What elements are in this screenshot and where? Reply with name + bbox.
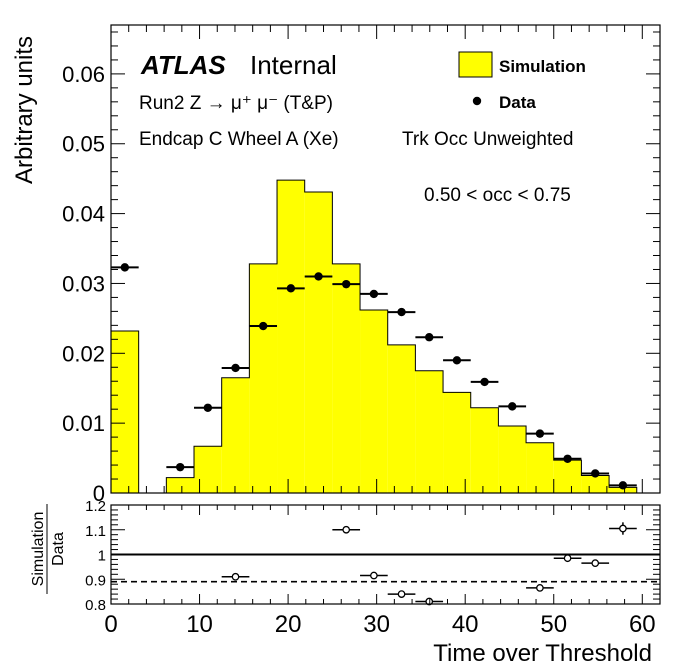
ratio-plot-frame: [110, 504, 661, 605]
ratio-point: [370, 571, 378, 580]
ratio-point: [397, 590, 406, 598]
x-tick-label: 10: [186, 611, 213, 638]
ratio-y-tick-label: 0.8: [85, 597, 106, 614]
data-point: [618, 481, 628, 490]
ratio-point: [591, 559, 600, 568]
x-tick-label: 40: [452, 611, 479, 638]
ratio-y-tick-label: 1.2: [85, 498, 106, 515]
main-panel: 0 0.01 0.02 0.03 0.04 0.05 0.06 Arbitrary unit…: [11, 24, 661, 506]
y-tick-label: 0.06: [62, 62, 105, 87]
main-plot-frame: [110, 24, 661, 494]
data-point: [120, 263, 130, 272]
y-tick-label: 0.04: [62, 202, 105, 227]
y-tick-label: 0.05: [62, 132, 105, 157]
legend-data-label: Data: [499, 93, 536, 112]
x-tick-label: 60: [629, 611, 656, 638]
data-point: [286, 284, 296, 293]
region-label: Endcap C Wheel A (Xe): [139, 129, 339, 150]
ratio-y-tick-label: 1.1: [85, 523, 106, 540]
simulation-bar: [111, 330, 139, 493]
x-axis-label: Time over Threshold: [433, 640, 652, 667]
simulation-bar: [609, 487, 637, 493]
ratio-panel: 0.8 0.9 1 1.1 1.2 0 10 20 30 40 50 60 Simulation Da…: [30, 498, 661, 667]
ratio-points: [221, 522, 637, 606]
internal-label: Internal: [250, 50, 337, 80]
simulation-histogram: [110, 179, 638, 494]
process-label: Run2 Z → μ⁺ μ⁻ (T&P): [139, 93, 333, 114]
data-point: [425, 333, 434, 342]
data-point: [452, 356, 462, 365]
simulation-bar: [332, 263, 361, 493]
simulation-bar: [387, 344, 416, 493]
simulation-bar: [415, 370, 444, 493]
data-point: [258, 321, 268, 331]
simulation-bar: [443, 392, 471, 493]
ratio-point: [425, 597, 434, 606]
legend-simulation-label: Simulation: [499, 57, 586, 76]
y-tick-label: 0: [93, 481, 105, 506]
x-tick-label: 20: [275, 611, 302, 638]
simulation-bar: [526, 442, 554, 493]
legend-data-marker: [472, 96, 482, 106]
ratio-point: [231, 572, 240, 581]
data-point: [369, 289, 379, 299]
data-point: [535, 429, 545, 438]
ratio-axes: 0.8 0.9 1 1.1 1.2 0 10 20 30 40 50 60: [85, 498, 661, 638]
y-tick-label: 0.02: [62, 341, 105, 366]
x-tick-label: 50: [540, 611, 567, 638]
x-tick-label: 0: [104, 611, 117, 638]
simulation-bar: [249, 263, 278, 493]
data-point: [508, 402, 517, 411]
y-tick-label: 0.01: [62, 411, 105, 436]
weighting-label: Trk Occ Unweighted: [402, 129, 573, 150]
data-points: [111, 263, 637, 490]
simulation-bar: [166, 477, 195, 493]
ratio-point: [342, 525, 351, 534]
ratio-point: [536, 584, 544, 592]
data-point: [175, 462, 185, 472]
simulation-bar: [360, 309, 388, 493]
simulation-bar: [304, 191, 333, 493]
ratio-ylabel-numerator: Simulation: [30, 512, 47, 587]
data-point: [397, 307, 406, 317]
data-point: [314, 272, 323, 281]
occ-range-label: 0.50 < occ < 0.75: [424, 185, 571, 206]
legend: Simulation Data: [458, 51, 586, 112]
y-tick-label: 0.03: [62, 271, 105, 296]
ratio-y-tick-label: 1: [98, 548, 106, 565]
simulation-bar: [194, 446, 222, 493]
data-point: [563, 454, 572, 463]
y-axis-label: Arbitrary units: [11, 36, 38, 184]
ratio-point: [563, 554, 572, 563]
simulation-bar: [221, 377, 250, 493]
simulation-bar: [581, 475, 610, 493]
data-point: [342, 279, 351, 289]
simulation-bar: [553, 460, 582, 493]
data-point: [231, 363, 240, 373]
data-point: [480, 377, 489, 387]
simulation-outline: [110, 179, 638, 494]
ratio-ylabel-denominator: Data: [50, 532, 67, 566]
data-point: [591, 469, 600, 478]
simulation-bar: [470, 407, 499, 493]
x-tick-label: 30: [363, 611, 390, 638]
atlas-label: ATLAS: [140, 50, 226, 80]
ratio-point: [619, 524, 627, 533]
simulation-bar: [277, 180, 305, 493]
ratio-y-tick-label: 0.9: [85, 572, 106, 589]
simulation-bar: [498, 425, 527, 493]
data-point: [203, 403, 213, 412]
legend-simulation-swatch: [458, 51, 493, 78]
